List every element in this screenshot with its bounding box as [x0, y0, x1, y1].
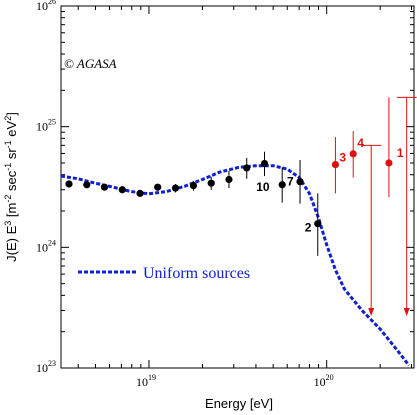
tick-labels: 1019 1020 1023 1024 1025 1026	[36, 0, 334, 389]
agasa-point	[154, 183, 162, 191]
upper-limit-arrowhead	[403, 308, 410, 316]
y-tick-label: 1024	[36, 238, 56, 254]
point-label-red: 1	[397, 146, 404, 160]
agasa-point	[207, 179, 215, 187]
agasa-point	[225, 175, 233, 184]
data-points-layer	[65, 96, 417, 316]
agasa-point	[136, 189, 144, 197]
agasa-high-energy-point	[385, 159, 393, 167]
upper-limit-arrowhead	[368, 308, 375, 316]
agasa-point	[296, 178, 304, 186]
agasa-point	[171, 184, 180, 192]
point-label-red: 3	[339, 151, 346, 165]
agasa-point	[260, 159, 269, 168]
agasa-point	[243, 164, 251, 172]
agasa-high-energy-point	[331, 160, 340, 169]
agasa-high-energy-point	[349, 150, 357, 158]
point-label: 2	[305, 221, 312, 235]
agasa-point	[100, 183, 109, 191]
agasa-point	[314, 220, 322, 228]
uniform-sources-curve-layer	[60, 164, 411, 367]
uniform-sources-line	[60, 164, 411, 367]
point-labels-layer: 10 7 2 34 1	[256, 136, 404, 235]
point-label-red: 4	[357, 136, 364, 150]
plot-frame	[60, 5, 415, 369]
x-axis-label: Energy [eV]	[205, 396, 273, 411]
y-axis-label: J(E) E3 [m-2 sec-1 sr-1 eV2]	[3, 112, 19, 262]
y-tick-label: 1023	[36, 359, 56, 375]
agasa-point	[65, 180, 73, 188]
agasa-point	[83, 181, 91, 189]
agasa-point	[118, 186, 126, 194]
axis-ticks	[61, 5, 414, 369]
y-tick-label: 1026	[36, 0, 56, 13]
x-tick-label: 1020	[314, 373, 334, 389]
point-label: 7	[287, 175, 294, 189]
agasa-point	[189, 181, 198, 190]
agasa-point	[278, 181, 286, 189]
legend-label: Uniform sources	[143, 265, 250, 282]
legend: Uniform sources	[78, 265, 250, 282]
y-tick-label: 1025	[36, 118, 56, 134]
point-label: 10	[256, 180, 270, 194]
watermark: © AGASA	[64, 56, 117, 71]
x-tick-label: 1019	[136, 373, 156, 389]
